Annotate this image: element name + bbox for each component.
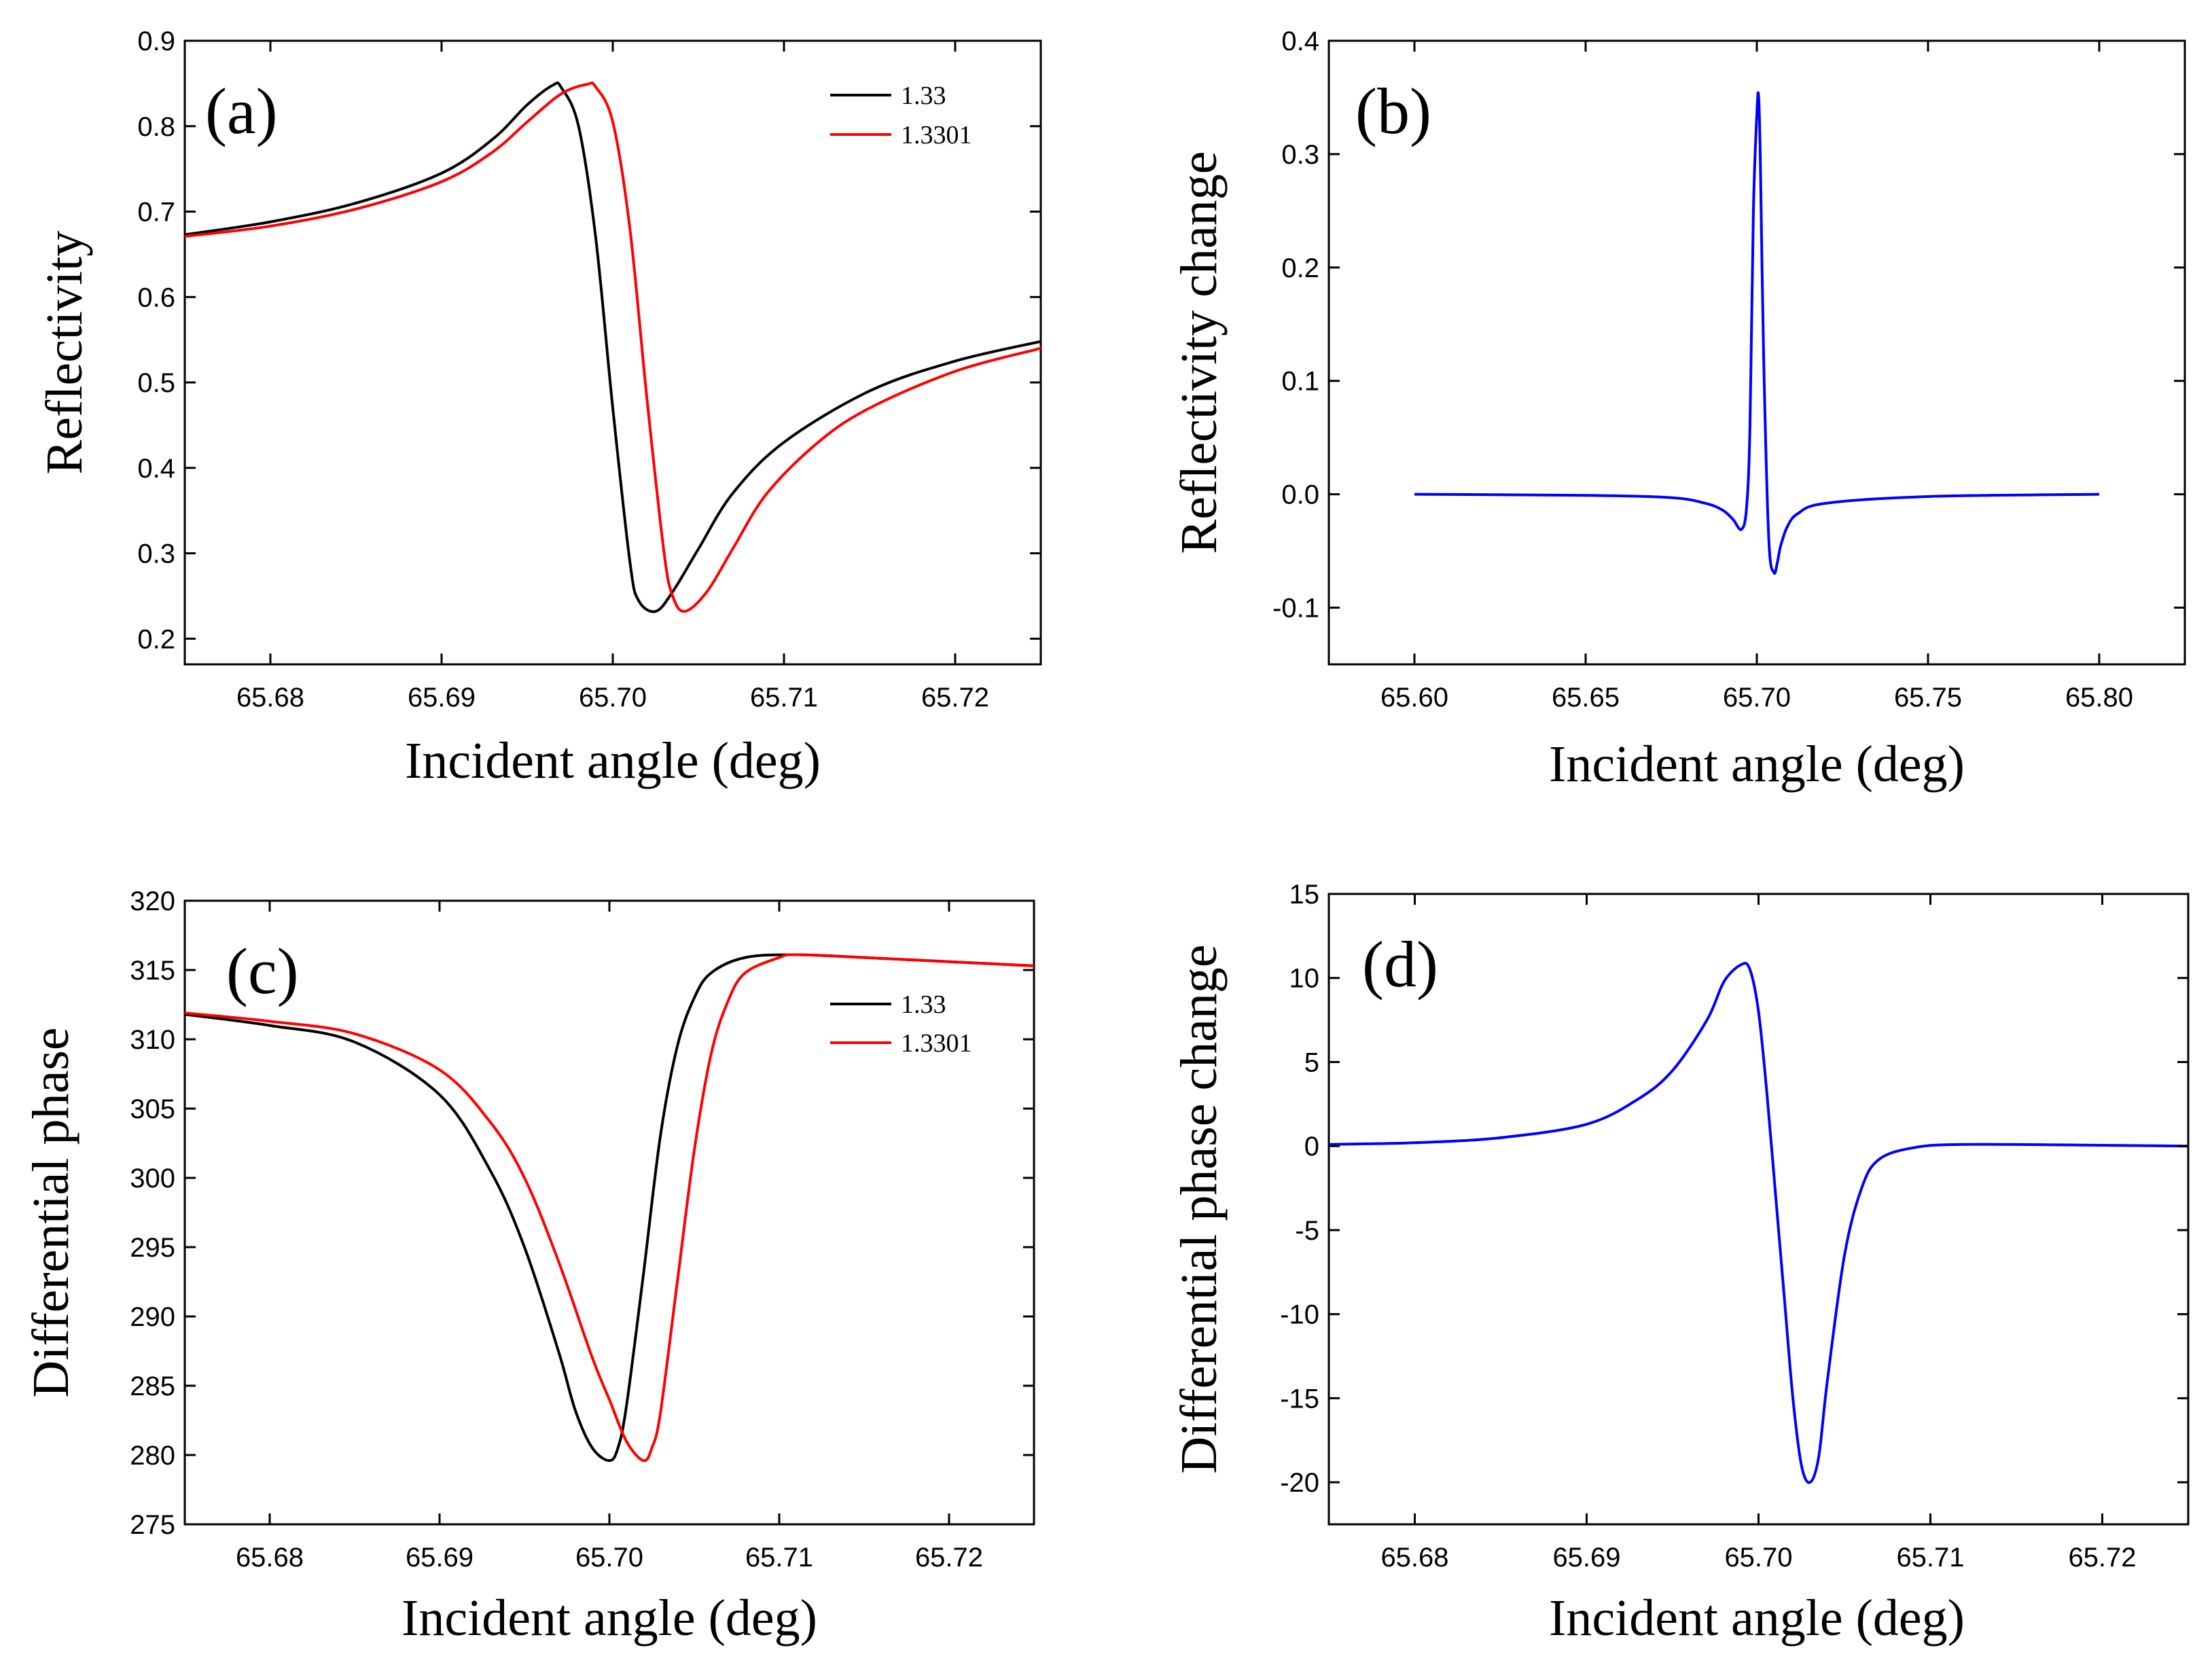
y-tick-label: 0.7	[137, 198, 175, 228]
x-axis-title: Incident angle (deg)	[402, 1590, 817, 1647]
y-tick-label: 0.9	[137, 26, 175, 56]
y-tick-label: 285	[130, 1371, 175, 1401]
legend: 1.33 1.3301	[830, 82, 972, 149]
y-tick-label: 0.0	[1281, 480, 1319, 510]
x-tick-label: 65.68	[1380, 1543, 1448, 1573]
panel-b: 65.60 65.65 65.70 65.75 65.80 -0.1 0.0 0.1 0.2 0.…	[1171, 26, 2186, 793]
y-tick-label: 0.1	[1281, 367, 1319, 397]
series-line-1	[1414, 91, 2100, 575]
x-axis-title: Incident angle (deg)	[1549, 1590, 1965, 1647]
y-tick-label: 10	[1289, 964, 1320, 994]
y-tick-label: 0.4	[1281, 26, 1319, 56]
y-tick-label: 0.5	[137, 368, 175, 398]
x-tick-label: 65.70	[1724, 1543, 1792, 1573]
x-tick-label: 65.70	[1723, 683, 1791, 713]
y-tick-label: 5	[1304, 1047, 1319, 1077]
y-tick-label: 0.8	[137, 112, 175, 142]
x-tick-label: 65.71	[1896, 1543, 1964, 1573]
y-tick-label: 310	[130, 1025, 175, 1055]
y-tick-label: 315	[130, 956, 175, 986]
y-tick-label: 0.4	[137, 454, 175, 484]
series-line-2	[184, 953, 1035, 1462]
x-tick-label: 65.70	[575, 1543, 643, 1573]
x-tick-label: 65.72	[915, 1543, 983, 1573]
legend-label-1: 1.33	[901, 990, 946, 1019]
panel-label: (a)	[205, 75, 278, 147]
y-tick-label: -20	[1280, 1468, 1319, 1498]
y-tick-label: -5	[1295, 1216, 1319, 1246]
y-tick-label: 0.2	[137, 624, 175, 654]
panel-label: (b)	[1355, 75, 1431, 147]
y-axis-title: Reflectivity	[36, 231, 93, 475]
panel-a: 65.68 65.69 65.70 65.71 65.72 0.2 0.3 0.4 0.5 0.6…	[36, 26, 1042, 789]
panel-label: (d)	[1362, 928, 1438, 1001]
x-tick-label: 65.69	[406, 1543, 474, 1573]
x-tick-label: 65.75	[1894, 683, 1962, 713]
x-tick-label: 65.71	[745, 1543, 813, 1573]
series-line-1	[184, 81, 1041, 613]
y-tick-label: 320	[130, 886, 175, 916]
y-tick-label: 0.2	[1281, 253, 1319, 283]
y-tick-label: -15	[1280, 1384, 1319, 1414]
legend: 1.33 1.3301	[830, 990, 972, 1058]
x-tick-label: 65.71	[750, 683, 818, 713]
x-tick-label: 65.69	[1552, 1543, 1620, 1573]
x-axis-title: Incident angle (deg)	[1549, 736, 1965, 793]
series-line-2	[184, 81, 1041, 613]
y-tick-label: 275	[130, 1510, 175, 1540]
y-tick-label: -10	[1280, 1300, 1319, 1330]
x-tick-label: 65.72	[2068, 1543, 2136, 1573]
y-tick-label: 0.6	[137, 283, 175, 312]
panel-d: 65.68 65.69 65.70 65.71 65.72 -20 -15 -10 -5 0 5 10…	[1171, 880, 2190, 1647]
x-tick-label: 65.72	[921, 683, 989, 713]
y-axis-title: Differential phase	[22, 1027, 79, 1397]
series-line-1	[1328, 962, 2189, 1484]
legend-label-2: 1.3301	[901, 121, 972, 149]
x-tick-label: 65.68	[236, 683, 304, 713]
x-tick-label: 65.68	[236, 1543, 304, 1573]
y-axis-title: Reflectivity change	[1171, 151, 1228, 554]
x-tick-label: 65.70	[579, 683, 647, 713]
y-tick-label: 295	[130, 1233, 175, 1263]
plot-frame	[1327, 893, 2190, 1526]
y-tick-label: 305	[130, 1094, 175, 1124]
panel-c: 65.68 65.69 65.70 65.71 65.72 275 280 285 290 295…	[22, 886, 1035, 1647]
x-tick-label: 65.60	[1380, 683, 1448, 713]
y-tick-label: -0.1	[1272, 594, 1319, 624]
x-tick-label: 65.80	[2065, 683, 2133, 713]
y-tick-label: 300	[130, 1164, 175, 1194]
y-tick-label: 290	[130, 1302, 175, 1332]
y-tick-label: 0.3	[1281, 140, 1319, 170]
y-tick-label: 0	[1304, 1132, 1319, 1162]
x-axis-title: Incident angle (deg)	[405, 732, 821, 789]
y-tick-label: 0.3	[137, 539, 175, 569]
panel-label: (c)	[226, 935, 299, 1007]
y-axis-title: Differential phase change	[1171, 944, 1228, 1473]
x-tick-label: 65.65	[1552, 683, 1620, 713]
y-tick-label: 280	[130, 1441, 175, 1471]
legend-label-2: 1.3301	[901, 1029, 972, 1058]
legend-label-1: 1.33	[901, 82, 946, 110]
y-tick-label: 15	[1289, 880, 1320, 910]
x-tick-label: 65.69	[408, 683, 476, 713]
